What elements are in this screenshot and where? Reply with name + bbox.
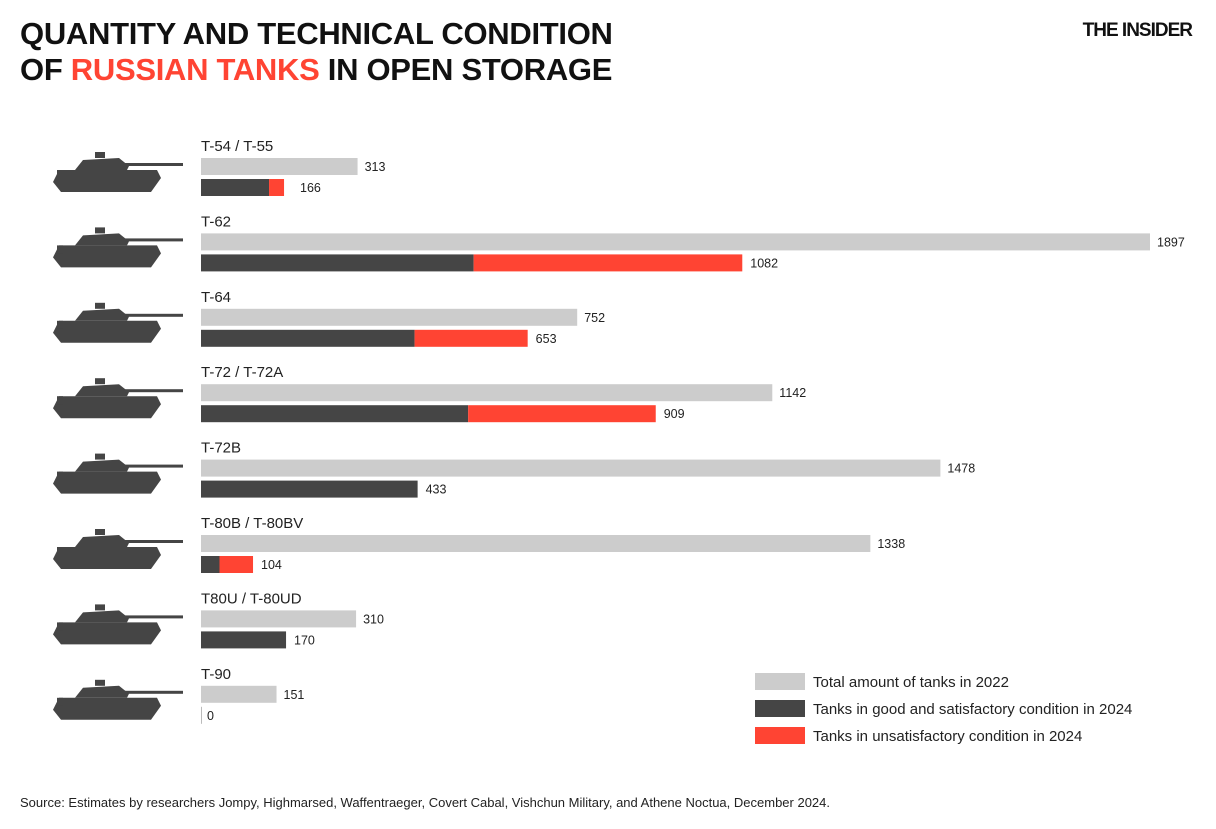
category-label: T-62 — [201, 213, 231, 230]
bar-good-2024 — [201, 179, 270, 196]
value-label-total: 752 — [584, 311, 605, 325]
category-label: T-72B — [201, 440, 241, 457]
value-label-total: 1142 — [779, 386, 806, 400]
bar-total-2022 — [201, 685, 277, 703]
value-label-2024: 1082 — [750, 256, 778, 270]
legend-label: Tanks in good and satisfactory condition… — [813, 701, 1132, 718]
category-label: T-90 — [201, 666, 231, 683]
tank-icon — [53, 529, 183, 569]
brand-logo: THE INSIDER — [1082, 20, 1193, 41]
category-label: T-80B / T-80BV — [201, 515, 303, 532]
bar-good-2024 — [201, 556, 220, 573]
bar-unsatisfactory-2024 — [269, 179, 285, 196]
category-label: T-72 / T-72A — [201, 364, 283, 381]
value-label-2024: 0 — [207, 709, 214, 723]
value-label-total: 310 — [363, 612, 384, 626]
legend-label: Total amount of tanks in 2022 — [813, 674, 1009, 691]
bar-total-2022 — [201, 610, 357, 628]
bar-total-2022 — [201, 535, 871, 552]
value-label-total: 1478 — [947, 462, 975, 476]
value-label-total: 1897 — [1157, 235, 1185, 249]
bar-total-2022 — [201, 233, 1150, 251]
value-label-2024: 909 — [664, 407, 685, 421]
tank-icon — [53, 227, 183, 268]
bar-good-2024 — [201, 405, 469, 423]
title-accent: RUSSIAN TANKS — [70, 52, 320, 87]
tank-icon — [53, 604, 183, 645]
bar-unsatisfactory-2024 — [468, 405, 656, 423]
source-note: Source: Estimates by researchers Jompy, … — [20, 795, 830, 810]
value-label-2024: 104 — [261, 558, 282, 572]
value-label-2024: 653 — [536, 332, 557, 346]
chart-title: QUANTITY AND TECHNICAL CONDITION OF RUSS… — [20, 16, 613, 87]
tank-icon — [53, 453, 183, 494]
tank-icon — [53, 679, 183, 720]
legend-swatch — [755, 673, 805, 690]
bar-zero-marker — [201, 706, 202, 724]
legend-swatch — [755, 727, 805, 744]
bar-total-2022 — [201, 158, 358, 175]
tank-icon — [53, 302, 183, 343]
bar-good-2024 — [201, 254, 474, 272]
value-label-total: 313 — [365, 160, 386, 174]
category-label: T80U / T-80UD — [201, 590, 302, 607]
category-label: T-64 — [201, 289, 231, 306]
bar-total-2022 — [201, 459, 941, 477]
bar-unsatisfactory-2024 — [473, 254, 743, 272]
value-label-total: 1338 — [877, 537, 905, 551]
bar-good-2024 — [201, 631, 287, 649]
value-label-total: 151 — [284, 688, 305, 702]
bar-good-2024 — [201, 329, 415, 347]
bar-good-2024 — [201, 480, 418, 498]
bar-unsatisfactory-2024 — [219, 556, 254, 573]
tank-icon — [53, 152, 183, 192]
value-label-2024: 433 — [426, 483, 447, 497]
legend-label: Tanks in unsatisfactory condition in 202… — [813, 728, 1082, 745]
bar-total-2022 — [201, 308, 578, 326]
legend-swatch — [755, 700, 805, 717]
bar-total-2022 — [201, 384, 773, 402]
tank-icon — [53, 378, 183, 419]
category-label: T-54 / T-55 — [201, 138, 273, 155]
value-label-2024: 170 — [294, 633, 315, 647]
value-label-2024: 166 — [300, 181, 321, 195]
bar-unsatisfactory-2024 — [414, 329, 528, 347]
